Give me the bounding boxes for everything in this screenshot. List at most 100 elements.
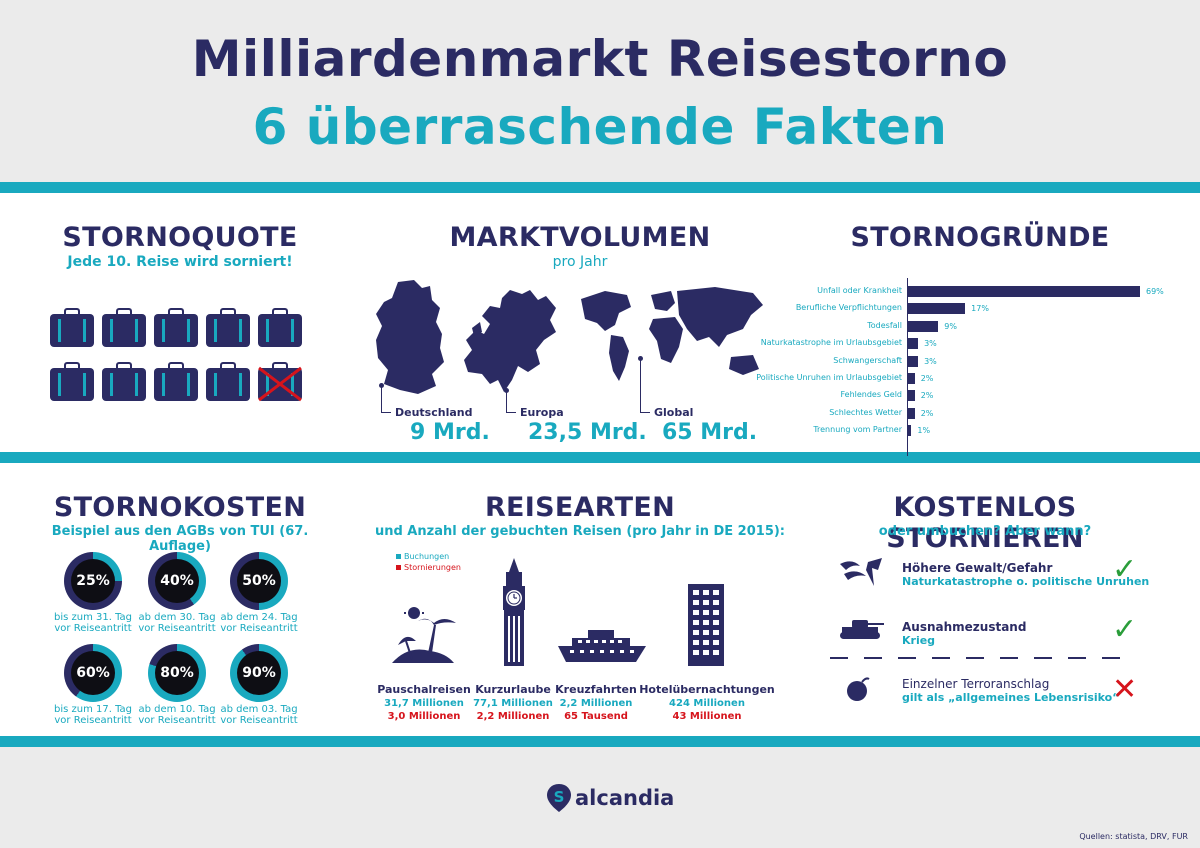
bar: [908, 303, 966, 315]
bar-category-label: Unfall oder Krankheit: [817, 286, 902, 295]
bar: [908, 407, 915, 419]
bar-category-label: Fehlendes Geld: [840, 390, 902, 400]
dashed-divider: [830, 657, 1130, 659]
market-value-de: 9 Mrd.: [410, 420, 490, 445]
travel-type-bookings: 2,2 Millionen: [559, 698, 633, 709]
section-title-stornogruende: STORNOGRÜNDE: [850, 222, 1110, 253]
market-value-eu: 23,5 Mrd.: [528, 420, 647, 445]
cost-percentage: 50%: [237, 559, 281, 603]
island-icon: [392, 607, 456, 663]
bar: [908, 373, 915, 384]
bar-value-label: 1%: [917, 426, 931, 436]
bar-category-label: Todesfall: [867, 320, 902, 330]
travel-type-bookings: 424 Millionen: [669, 698, 745, 709]
hotel-building-icon: [688, 584, 724, 666]
bar-value-label: 2%: [920, 391, 934, 401]
divider-band: [0, 452, 1200, 463]
world-map-icon: [581, 287, 763, 381]
cost-caption: ab dem 03. Tag vor Reiseantritt: [220, 704, 298, 726]
bar: [908, 338, 919, 350]
travel-type-name: Kreuzfahrten: [555, 683, 637, 696]
section-subtitle-reisearten: und Anzahl der gebuchten Reisen (pro Jah…: [374, 524, 786, 539]
suitcase-icon: [102, 362, 146, 401]
sources-note: Quellen: statista, DRV, FUR: [1079, 832, 1188, 841]
cost-caption: bis zum 31. Tag vor Reiseantritt: [53, 612, 133, 634]
section-subtitle-stornokosten: Beispiel aus den AGBs von TUI (67. Aufla…: [51, 524, 309, 554]
bar: [908, 390, 915, 402]
cost-donut: 90%: [230, 644, 288, 702]
suitcase-icon: [206, 362, 250, 401]
section-title-stornokosten: STORNOKOSTEN: [53, 492, 307, 523]
travel-type-name: Kurzurlaube: [475, 683, 551, 696]
bomb-icon: [847, 677, 870, 701]
check-icon: ✓: [1112, 612, 1138, 647]
bar: [908, 355, 919, 367]
bar-category-label: Schlechtes Wetter: [829, 407, 902, 417]
travel-type-bookings: 77,1 Millionen: [473, 698, 553, 709]
cost-caption: ab dem 24. Tag vor Reiseantritt: [220, 612, 298, 634]
section-subtitle-stornoquote: Jede 10. Reise wird sorniert!: [67, 254, 293, 270]
cost-caption: bis zum 17. Tag vor Reiseantritt: [53, 704, 133, 726]
cost-donut: 50%: [230, 552, 288, 610]
market-label-eu: Europa: [520, 406, 564, 419]
bar-value-label: 9%: [944, 321, 957, 331]
cost-donut: 60%: [64, 644, 122, 702]
suitcase-icon: [50, 308, 94, 347]
divider-band: [0, 182, 1200, 193]
cruise-ship-icon: [558, 630, 646, 662]
reason-title-emergency: Ausnahmezustand: [902, 620, 1027, 634]
section-title-stornoquote: STORNOQUOTE: [62, 222, 298, 253]
cost-percentage: 60%: [71, 651, 115, 695]
chart-axis: [907, 278, 908, 456]
cost-percentage: 40%: [155, 559, 199, 603]
divider-band: [0, 736, 1200, 747]
main-title: Milliardenmarkt Reisestorno: [191, 30, 1009, 88]
bar: [908, 425, 912, 437]
europe-map-icon: [464, 290, 556, 392]
suitcase-icon: [102, 308, 146, 347]
bar-category-label: Berufliche Verpflichtungen: [795, 303, 902, 313]
bar: [908, 320, 939, 332]
bar-category-label: Politische Unruhen im Urlaubsgebiet: [756, 373, 902, 382]
bar-value-label: 2%: [920, 374, 934, 383]
bar-value-label: 69%: [1146, 287, 1164, 296]
reason-title-terror: Einzelner Terroranschlag: [902, 677, 1050, 691]
cost-donut: 80%: [148, 644, 206, 702]
cost-donut: 25%: [64, 552, 122, 610]
section-title-reisearten: REISEARTEN: [484, 492, 676, 523]
legend-bookings: Buchungen: [396, 552, 449, 561]
cost-percentage: 25%: [71, 559, 115, 603]
suitcase-icon: [206, 308, 250, 347]
storno-reasons-chart: Unfall oder Krankheit 69% Berufliche Verpf…: [700, 278, 1180, 458]
section-subtitle-kostenlos: oder umbuchen? Aber wann?: [878, 524, 1092, 539]
alcandia-logo-icon: S: [547, 784, 571, 812]
reason-sub-force: Naturkatastrophe o. politische Unruhen: [902, 575, 1150, 588]
tank-icon: [840, 620, 884, 639]
bar-category-label: Trennung vom Partner: [813, 425, 902, 435]
bar-value-label: 3%: [924, 339, 937, 349]
market-label-de: Deutschland: [395, 406, 473, 419]
market-label-global: Global: [654, 406, 694, 419]
travel-type-cancellations: 43 Millionen: [672, 711, 742, 722]
travel-type-name: Hotelübernachtungen: [639, 683, 775, 696]
suitcase-icon: [154, 308, 198, 347]
bar-category-label: Schwangerschaft: [833, 355, 902, 365]
cost-caption: ab dem 30. Tag vor Reiseantritt: [138, 612, 216, 634]
main-subtitle: 6 überraschende Fakten: [252, 98, 948, 156]
suitcase-icon: [154, 362, 198, 401]
travel-type-name: Pauschalreisen: [377, 683, 471, 696]
legend-cancellations: Stornierungen: [396, 563, 461, 572]
section-title-marktvolumen: MARKTVOLUMEN: [449, 222, 711, 253]
suitcase-icon: [50, 362, 94, 401]
cost-percentage: 90%: [237, 651, 281, 695]
travel-type-cancellations: 2,2 Millionen: [476, 711, 550, 722]
storm-icon: [840, 558, 882, 586]
section-title-kostenlos: KOSTENLOS STORNIEREN: [886, 492, 1084, 554]
bar-value-label: 2%: [920, 408, 934, 418]
suitcase-icon: [258, 308, 302, 347]
travel-type-bookings: 31,7 Millionen: [384, 698, 464, 709]
cross-out-icon: [258, 366, 302, 402]
cost-caption: ab dem 10. Tag vor Reiseantritt: [138, 704, 216, 726]
cost-percentage: 80%: [155, 651, 199, 695]
cost-donut: 40%: [148, 552, 206, 610]
